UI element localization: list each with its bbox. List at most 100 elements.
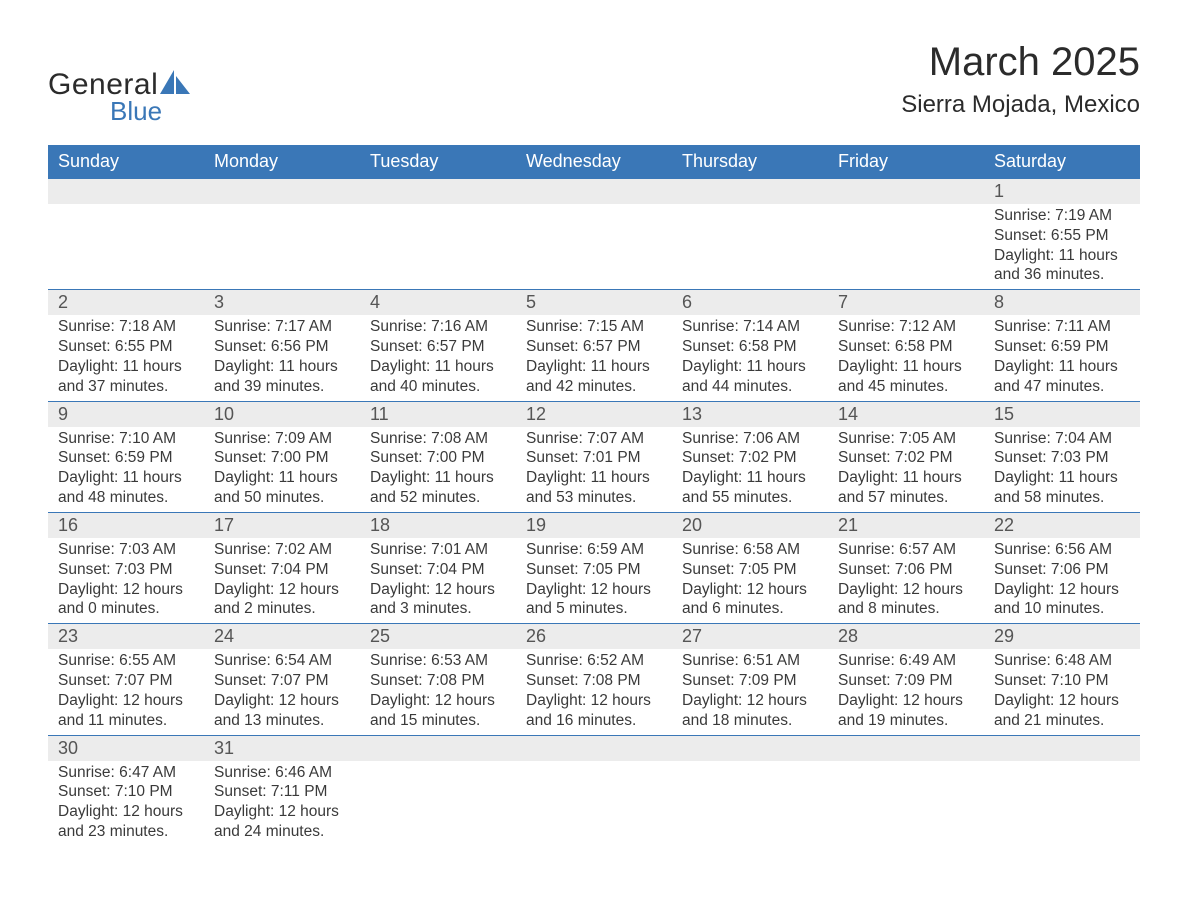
daylight-line-1: Daylight: 12 hours <box>370 691 506 711</box>
daylight-line-2: and 47 minutes. <box>994 377 1130 397</box>
sunrise-line: Sunrise: 6:58 AM <box>682 540 818 560</box>
daylight-line-2: and 18 minutes. <box>682 711 818 731</box>
sunset-line: Sunset: 6:57 PM <box>526 337 662 357</box>
sunrise-line: Sunrise: 6:56 AM <box>994 540 1130 560</box>
calendar-cell-details: Sunrise: 7:12 AMSunset: 6:58 PMDaylight:… <box>828 315 984 401</box>
day-details <box>828 761 984 841</box>
day-number <box>984 736 1140 760</box>
daylight-line-1: Daylight: 12 hours <box>526 691 662 711</box>
day-number: 31 <box>204 736 360 761</box>
day-details-row: Sunrise: 7:19 AMSunset: 6:55 PMDaylight:… <box>48 204 1140 290</box>
sunset-line: Sunset: 7:07 PM <box>58 671 194 691</box>
brand-logo: General Blue <box>48 68 190 127</box>
sunrise-line: Sunrise: 7:01 AM <box>370 540 506 560</box>
daylight-line-1: Daylight: 12 hours <box>214 580 350 600</box>
calendar-cell-empty <box>516 761 672 846</box>
daylight-line-1: Daylight: 11 hours <box>214 468 350 488</box>
day-details: Sunrise: 7:05 AMSunset: 7:02 PMDaylight:… <box>828 427 984 512</box>
day-details: Sunrise: 6:53 AMSunset: 7:08 PMDaylight:… <box>360 649 516 734</box>
calendar-cell-number: 12 <box>516 401 672 427</box>
calendar-cell-details: Sunrise: 7:15 AMSunset: 6:57 PMDaylight:… <box>516 315 672 401</box>
day-number <box>828 736 984 760</box>
day-details: Sunrise: 6:47 AMSunset: 7:10 PMDaylight:… <box>48 761 204 846</box>
sunrise-line: Sunrise: 6:59 AM <box>526 540 662 560</box>
sunrise-line: Sunrise: 7:14 AM <box>682 317 818 337</box>
day-number: 5 <box>516 290 672 315</box>
calendar-cell-empty <box>828 179 984 205</box>
calendar-cell-details: Sunrise: 7:05 AMSunset: 7:02 PMDaylight:… <box>828 427 984 513</box>
daylight-line-1: Daylight: 11 hours <box>994 246 1130 266</box>
calendar-cell-empty <box>360 204 516 290</box>
daylight-line-2: and 50 minutes. <box>214 488 350 508</box>
daylight-line-1: Daylight: 11 hours <box>994 357 1130 377</box>
sunset-line: Sunset: 7:05 PM <box>682 560 818 580</box>
daylight-line-2: and 45 minutes. <box>838 377 974 397</box>
sunset-line: Sunset: 6:58 PM <box>838 337 974 357</box>
calendar-cell-empty <box>672 761 828 846</box>
calendar-cell-details: Sunrise: 7:17 AMSunset: 6:56 PMDaylight:… <box>204 315 360 401</box>
day-number <box>204 179 360 203</box>
daylight-line-2: and 8 minutes. <box>838 599 974 619</box>
day-details: Sunrise: 7:08 AMSunset: 7:00 PMDaylight:… <box>360 427 516 512</box>
daylight-line-2: and 24 minutes. <box>214 822 350 842</box>
calendar-cell-empty <box>360 761 516 846</box>
day-details: Sunrise: 7:14 AMSunset: 6:58 PMDaylight:… <box>672 315 828 400</box>
calendar-cell-number: 9 <box>48 401 204 427</box>
sunset-line: Sunset: 7:00 PM <box>214 448 350 468</box>
weekday-header: Monday <box>204 145 360 179</box>
day-number: 14 <box>828 402 984 427</box>
calendar-cell-number: 22 <box>984 512 1140 538</box>
day-number: 24 <box>204 624 360 649</box>
daylight-line-1: Daylight: 12 hours <box>58 802 194 822</box>
calendar-cell-number: 7 <box>828 290 984 316</box>
day-number: 4 <box>360 290 516 315</box>
day-number <box>360 179 516 203</box>
weekday-header: Friday <box>828 145 984 179</box>
day-number: 7 <box>828 290 984 315</box>
calendar-cell-empty <box>360 179 516 205</box>
calendar-cell-number: 27 <box>672 624 828 650</box>
sunrise-line: Sunrise: 6:57 AM <box>838 540 974 560</box>
daylight-line-1: Daylight: 11 hours <box>838 357 974 377</box>
day-number: 20 <box>672 513 828 538</box>
daylight-line-1: Daylight: 11 hours <box>838 468 974 488</box>
calendar-cell-empty <box>984 735 1140 761</box>
sunrise-line: Sunrise: 7:02 AM <box>214 540 350 560</box>
sunset-line: Sunset: 7:06 PM <box>994 560 1130 580</box>
calendar-cell-empty <box>360 735 516 761</box>
calendar-cell-details: Sunrise: 6:58 AMSunset: 7:05 PMDaylight:… <box>672 538 828 624</box>
day-details: Sunrise: 7:15 AMSunset: 6:57 PMDaylight:… <box>516 315 672 400</box>
weekday-header: Thursday <box>672 145 828 179</box>
daylight-line-1: Daylight: 12 hours <box>214 691 350 711</box>
sunrise-line: Sunrise: 7:12 AM <box>838 317 974 337</box>
sunrise-line: Sunrise: 6:54 AM <box>214 651 350 671</box>
calendar-cell-number: 4 <box>360 290 516 316</box>
sunrise-line: Sunrise: 7:06 AM <box>682 429 818 449</box>
day-number: 26 <box>516 624 672 649</box>
calendar-cell-empty <box>48 204 204 290</box>
calendar-cell-details: Sunrise: 7:10 AMSunset: 6:59 PMDaylight:… <box>48 427 204 513</box>
sunset-line: Sunset: 7:07 PM <box>214 671 350 691</box>
sunset-line: Sunset: 6:56 PM <box>214 337 350 357</box>
day-number-row: 3031 <box>48 735 1140 761</box>
sunrise-line: Sunrise: 6:47 AM <box>58 763 194 783</box>
calendar-cell-details: Sunrise: 7:04 AMSunset: 7:03 PMDaylight:… <box>984 427 1140 513</box>
brand-word-2: Blue <box>110 96 190 127</box>
day-number: 6 <box>672 290 828 315</box>
day-number <box>360 736 516 760</box>
day-details: Sunrise: 7:18 AMSunset: 6:55 PMDaylight:… <box>48 315 204 400</box>
sunrise-line: Sunrise: 6:48 AM <box>994 651 1130 671</box>
daylight-line-2: and 3 minutes. <box>370 599 506 619</box>
day-number: 13 <box>672 402 828 427</box>
day-number-row: 9101112131415 <box>48 401 1140 427</box>
sunset-line: Sunset: 7:09 PM <box>682 671 818 691</box>
day-details: Sunrise: 6:58 AMSunset: 7:05 PMDaylight:… <box>672 538 828 623</box>
calendar-cell-empty <box>204 204 360 290</box>
sunrise-line: Sunrise: 7:07 AM <box>526 429 662 449</box>
calendar-cell-number: 11 <box>360 401 516 427</box>
day-number: 18 <box>360 513 516 538</box>
daylight-line-2: and 42 minutes. <box>526 377 662 397</box>
sunset-line: Sunset: 7:04 PM <box>370 560 506 580</box>
calendar-cell-number: 31 <box>204 735 360 761</box>
daylight-line-1: Daylight: 11 hours <box>370 357 506 377</box>
